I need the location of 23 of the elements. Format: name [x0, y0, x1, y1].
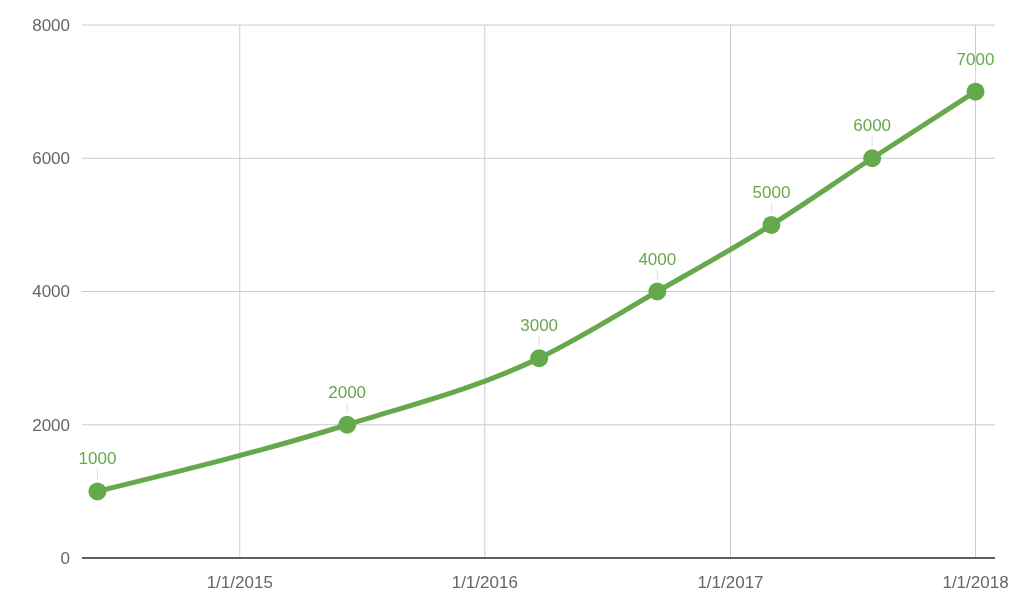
point — [762, 215, 781, 234]
y-tick-label: 8000 — [32, 15, 70, 35]
data-label: 5000 — [752, 182, 791, 202]
data-label: 7000 — [956, 49, 995, 69]
y-tick-label: 6000 — [32, 149, 70, 169]
data-label: 2000 — [328, 382, 367, 402]
point — [88, 482, 107, 501]
x-tick-label: 1/1/2018 — [942, 573, 1009, 592]
point — [863, 149, 882, 168]
y-tick-label: 4000 — [32, 282, 70, 302]
y-tick-label: 0 — [60, 548, 70, 568]
point — [338, 415, 357, 434]
data-label: 4000 — [638, 249, 677, 269]
x-tick-label: 1/1/2017 — [697, 573, 764, 592]
data-label: 3000 — [520, 316, 559, 336]
data-label: 6000 — [853, 116, 892, 136]
point — [530, 349, 549, 368]
x-tick-label: 1/1/2015 — [206, 573, 273, 592]
point — [966, 82, 985, 101]
data-label: 1000 — [78, 449, 117, 469]
point — [648, 282, 667, 301]
y-tick-label: 2000 — [32, 415, 70, 435]
x-tick-label: 1/1/2016 — [451, 573, 518, 592]
